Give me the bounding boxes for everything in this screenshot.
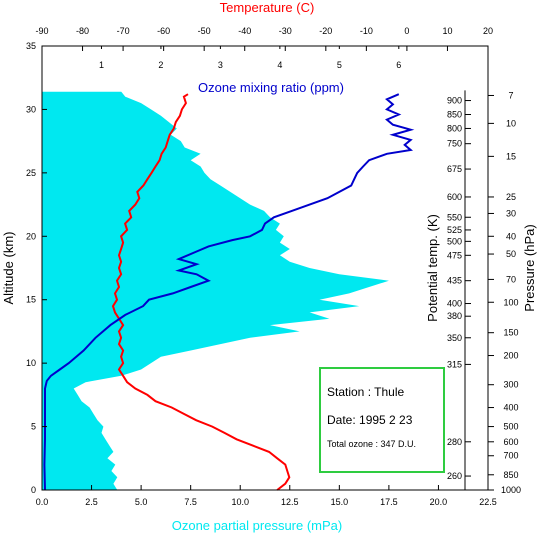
legend-total-ozone: Total ozone : 347 D.U.	[327, 439, 416, 449]
x-top-tick-label: 10	[442, 26, 452, 36]
y-pressure-tick-label: 200	[503, 351, 518, 361]
y-left-tick-label: 0	[31, 485, 36, 495]
y-pressure-tick-label: 10	[506, 118, 516, 128]
legend-frame	[319, 367, 445, 473]
y-theta-tick-label: 280	[447, 437, 462, 447]
x-top-tick-label: -10	[360, 26, 373, 36]
y-pressure-tick-label: 850	[503, 470, 518, 480]
x-top-tick-label: -20	[319, 26, 332, 36]
x-bottom-tick-label: 12.5	[281, 497, 299, 507]
x-inner-tick-label: 5	[337, 60, 342, 70]
legend-box: Station : Thule Date: 1995 2 23 Total oz…	[319, 367, 445, 473]
y-left-tick-label: 15	[26, 295, 36, 305]
y-theta-tick-label: 900	[447, 96, 462, 106]
x-bottom-tick-label: 22.5	[479, 497, 497, 507]
plot-frame	[41, 45, 489, 491]
y-pressure-tick-label: 40	[506, 231, 516, 241]
y-theta-tick-label: 260	[447, 471, 462, 481]
x-top-tick-label: -90	[35, 26, 48, 36]
x-bottom-tick-label: 10.0	[231, 497, 249, 507]
x-inner-tick-label: 4	[277, 60, 282, 70]
y-pressure-tick-label: 30	[506, 208, 516, 218]
y-pressure-tick-label: 500	[503, 422, 518, 432]
y-theta-tick-label: 750	[447, 139, 462, 149]
y-left-tick-label: 10	[26, 358, 36, 368]
y-theta-tick-label: 500	[447, 236, 462, 246]
x-inner-axis-title: Ozone mixing ratio (ppm)	[198, 80, 344, 95]
y-left-tick-label: 25	[26, 168, 36, 178]
y-pressure-tick-label: 70	[506, 274, 516, 284]
ozone_mr-line	[43, 93, 415, 491]
y-theta-axis-title: Potential temp. (K)	[425, 214, 440, 322]
y-pressure-tick-label: 25	[506, 192, 516, 202]
y-pressure-tick-label: 15	[506, 151, 516, 161]
y-pressure-axis-title: Pressure (hPa)	[522, 224, 537, 311]
x-top-tick-label: -80	[76, 26, 89, 36]
x-inner-tick-label: 1	[99, 60, 104, 70]
x-top-tick-label: -70	[117, 26, 130, 36]
x-inner-tick-label: 3	[218, 60, 223, 70]
axis-ticks: 0.0 2.5 5.0 7.5 10.0 12.5 15.0 17.5 20.0 22.5 -90 -…	[26, 26, 521, 507]
y-pressure-tick-label: 100	[503, 297, 518, 307]
y-pressure-tick-label: 50	[506, 249, 516, 259]
y-theta-tick-label: 380	[447, 311, 462, 321]
y-theta-tick-label: 525	[447, 225, 462, 235]
x-top-tick-label: -50	[198, 26, 211, 36]
x-inner-tick-label: 6	[396, 60, 401, 70]
x-bottom-tick-label: 5.0	[135, 497, 148, 507]
y-left-tick-label: 35	[26, 41, 36, 51]
y-theta-tick-label: 475	[447, 250, 462, 260]
y-theta-tick-label: 400	[447, 299, 462, 309]
y-theta-tick-label: 350	[447, 333, 462, 343]
x-bottom-tick-label: 17.5	[380, 497, 398, 507]
x-bottom-tick-label: 2.5	[85, 497, 98, 507]
y-left-tick-label: 5	[31, 422, 36, 432]
x-top-tick-label: 0	[404, 26, 409, 36]
x-inner-tick-label: 2	[158, 60, 163, 70]
y-pressure-tick-label: 700	[503, 451, 518, 461]
y-theta-tick-label: 315	[447, 359, 462, 369]
line-series	[43, 93, 415, 491]
x-top-tick-label: -40	[238, 26, 251, 36]
y-theta-tick-label: 435	[447, 276, 462, 286]
y-theta-tick-label: 675	[447, 164, 462, 174]
x-top-axis-title: Temperature (C)	[220, 0, 315, 15]
ozone-partial-pressure-area	[42, 91, 389, 490]
y-pressure-tick-label: 300	[503, 380, 518, 390]
y-theta-tick-label: 800	[447, 123, 462, 133]
x-bottom-tick-label: 15.0	[331, 497, 349, 507]
x-bottom-tick-label: 20.0	[430, 497, 448, 507]
y-pressure-tick-label: 7	[508, 90, 513, 100]
x-top-tick-label: -60	[157, 26, 170, 36]
x-bottom-tick-label: 7.5	[184, 497, 197, 507]
y-pressure-tick-label: 150	[503, 328, 518, 338]
y-left-axis-title: Altitude (km)	[1, 232, 16, 305]
x-bottom-axis-title: Ozone partial pressure (mPa)	[172, 518, 343, 533]
ozone-partial-pressure-fill	[42, 91, 389, 490]
y-theta-tick-label: 850	[447, 110, 462, 120]
temperature-line	[111, 93, 291, 491]
y-pressure-tick-label: 600	[503, 437, 518, 447]
legend-station: Station : Thule	[327, 385, 404, 399]
x-bottom-tick-label: 0.0	[36, 497, 49, 507]
y-theta-tick-label: 600	[447, 192, 462, 202]
y-pressure-tick-label: 1000	[501, 485, 521, 495]
y-left-tick-label: 20	[26, 231, 36, 241]
y-theta-tick-label: 550	[447, 212, 462, 222]
y-pressure-tick-label: 400	[503, 403, 518, 413]
x-top-tick-label: 20	[483, 26, 493, 36]
y-left-tick-label: 30	[26, 104, 36, 114]
legend-date: Date: 1995 2 23	[327, 413, 413, 427]
x-top-tick-label: -30	[279, 26, 292, 36]
